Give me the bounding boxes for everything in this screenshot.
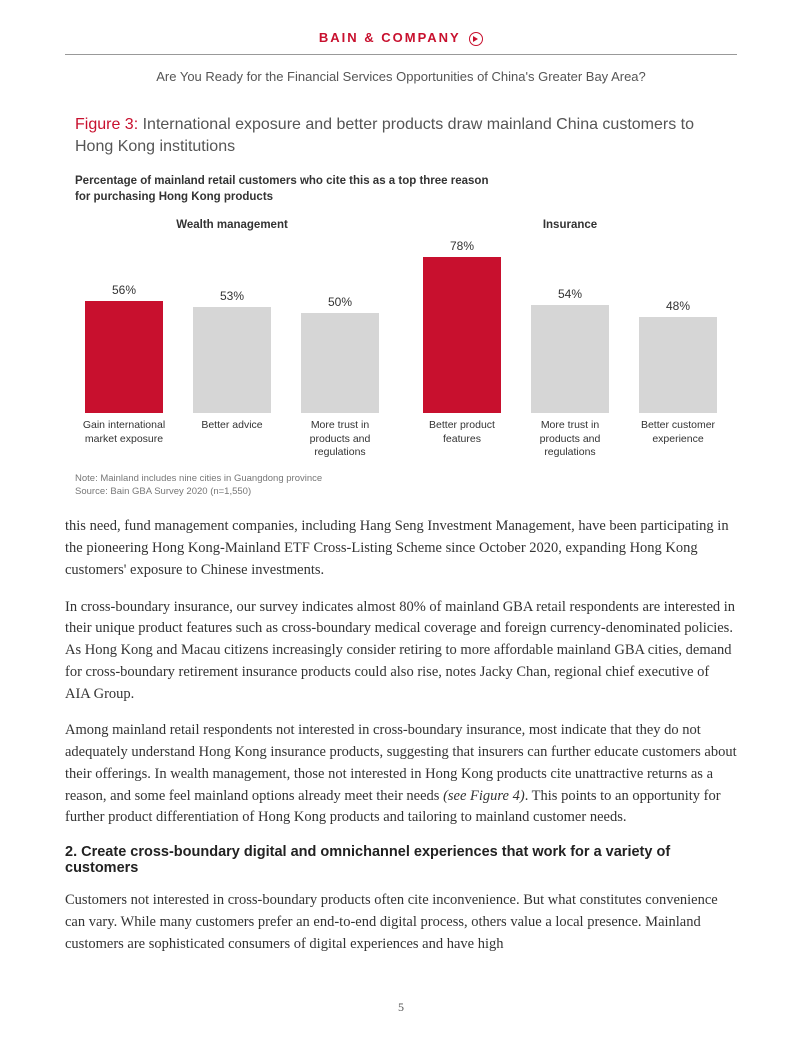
paragraph-2: In cross-boundary insurance, our survey …: [65, 597, 737, 706]
figure-title-text: International exposure and better produc…: [75, 116, 694, 155]
bars-area: 78% 54% 48%: [413, 237, 727, 413]
figure-3: Figure 3: International exposure and bet…: [65, 114, 737, 499]
bar-group: 48%: [629, 299, 727, 413]
figure-label: Figure 3:: [75, 116, 138, 133]
bar-value-label: 78%: [450, 239, 474, 253]
panel-title: Insurance: [413, 219, 727, 231]
bar-group: 78%: [413, 239, 511, 413]
figure-title: Figure 3: International exposure and bet…: [75, 114, 727, 159]
bar-value-label: 50%: [328, 295, 352, 309]
bar-rect: [423, 257, 501, 413]
bar-value-label: 53%: [220, 289, 244, 303]
x-labels: Better product features More trust in pro…: [413, 419, 727, 458]
chart-caption: Percentage of mainland retail customers …: [75, 174, 727, 205]
bar-rect: [639, 317, 717, 413]
body-text: this need, fund management companies, in…: [65, 516, 737, 955]
bar-rect: [85, 301, 163, 413]
company-name: BAIN & COMPANY: [319, 30, 461, 45]
x-label: Better advice: [183, 419, 281, 458]
page-number: 5: [0, 1000, 802, 1015]
chart-panels: Wealth management 56% 53% 50% Gain internati…: [75, 219, 727, 458]
bar-group: 54%: [521, 287, 619, 413]
bar-value-label: 54%: [558, 287, 582, 301]
paragraph-4: Customers not interested in cross-bounda…: [65, 890, 737, 955]
bar-group: 50%: [291, 295, 389, 413]
chart-panel: Wealth management 56% 53% 50% Gain internati…: [75, 219, 389, 458]
section-heading-2: 2. Create cross-boundary digital and omn…: [65, 844, 737, 876]
x-label: More trust in products and regulations: [291, 419, 389, 458]
x-label: More trust in products and regulations: [521, 419, 619, 458]
x-label: Better product features: [413, 419, 511, 458]
paragraph-1: this need, fund management companies, in…: [65, 516, 737, 581]
x-labels: Gain international market exposure Better…: [75, 419, 389, 458]
x-label: Better customer experience: [629, 419, 727, 458]
company-logo: BAIN & COMPANY: [65, 30, 737, 46]
page-subtitle: Are You Ready for the Financial Services…: [65, 69, 737, 84]
chart-source: Source: Bain GBA Survey 2020 (n=1,550): [75, 486, 727, 499]
bar-rect: [301, 313, 379, 413]
header-divider: [65, 54, 737, 55]
bar-group: 56%: [75, 283, 173, 413]
chart-panel: Insurance 78% 54% 48% Better product feature…: [413, 219, 727, 458]
bar-rect: [531, 305, 609, 413]
bars-area: 56% 53% 50%: [75, 237, 389, 413]
chart-note: Note: Mainland includes nine cities in G…: [75, 473, 727, 486]
panel-title: Wealth management: [75, 219, 389, 231]
bar-rect: [193, 307, 271, 413]
bar-group: 53%: [183, 289, 281, 413]
x-label: Gain international market exposure: [75, 419, 173, 458]
paragraph-3: Among mainland retail respondents not in…: [65, 720, 737, 829]
bar-value-label: 48%: [666, 299, 690, 313]
logo-arrow-icon: [469, 32, 483, 46]
bar-value-label: 56%: [112, 283, 136, 297]
